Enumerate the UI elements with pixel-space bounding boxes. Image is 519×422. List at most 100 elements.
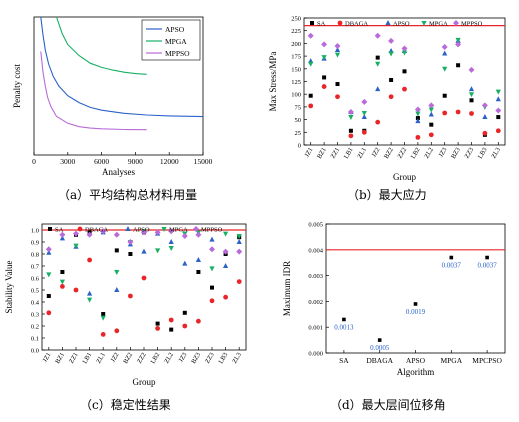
point-apso (375, 86, 381, 92)
point-sa (210, 285, 214, 290)
caption-a: （a）平均结构总材料用量 (58, 188, 198, 202)
x-tick-label: ZL1 (95, 352, 107, 365)
point-sa (415, 116, 420, 121)
legend-marker-mppso (453, 20, 459, 26)
point-dbaga (155, 326, 161, 331)
x-axis-label: Group (393, 172, 416, 182)
y-tick-label: 0.6 (31, 276, 40, 283)
point-dbaga (308, 103, 314, 109)
legend-marker-dbaga (77, 226, 83, 232)
x-axis-label: Group (133, 377, 156, 387)
point-mppso (127, 239, 134, 245)
legend-label-mppso: MPPSO (461, 21, 483, 28)
chart-max-stress: 0 25 50 75 100 125 150 175 200 225 250 JZ1 BZ1 ZZ1 LB1… (268, 16, 506, 182)
point-dbaga (73, 287, 79, 293)
legend-label-apso: APSO (133, 227, 150, 234)
x-tick-label: ZL3 (490, 147, 502, 160)
point-mpga (415, 111, 421, 117)
x-axis-label: Analyses (102, 167, 135, 177)
point-mpga (495, 89, 501, 95)
point-dbaga (60, 284, 65, 289)
point-sa (375, 55, 380, 60)
point-mppso (388, 37, 395, 44)
series-line-mpga (55, 16, 147, 75)
panel-c-stability: 0.0 0.1 0.2 0.3 0.4 0.5 0.6 0.7 0.8 0.9 1.0 JZ1 BZ1 Z… (0, 207, 260, 417)
point-idr (377, 338, 382, 342)
point-sa (46, 294, 51, 298)
point-mppso (321, 41, 328, 48)
legend-label-mpga: MPGA (169, 227, 188, 234)
y-tick-label: 0.004 (308, 247, 323, 254)
point-apso (114, 287, 120, 292)
y-tick-label: 0.000 (308, 351, 323, 358)
point-dbaga (375, 119, 381, 125)
y-tick-label: 125 (291, 79, 301, 86)
x-tick-label: ZZ3 (464, 147, 476, 160)
point-dbaga (402, 86, 407, 92)
legend-label-sa: SA (55, 227, 64, 234)
series-line-apso (40, 16, 204, 118)
point-sa (308, 93, 313, 98)
y-tick-label: 0.2 (31, 324, 39, 331)
point-mppso (495, 107, 502, 114)
point-dbaga (428, 132, 434, 138)
legend-label-apso: APSO (393, 21, 410, 28)
point-idr (485, 255, 489, 260)
x-tick-label: JZ2 (370, 147, 381, 159)
legend-marker-mpga (161, 227, 167, 232)
x-tick-label: BZ3 (450, 147, 462, 161)
point-mppso (347, 108, 354, 115)
point-dbaga (348, 133, 354, 139)
series-line-mppso (40, 51, 147, 131)
point-mpga (155, 248, 161, 254)
legend-marker-sa (48, 227, 52, 231)
legend-marker-dbaga (337, 20, 343, 26)
y-tick-label: 225 (291, 28, 301, 35)
plot-frame (325, 223, 506, 354)
point-sa (402, 69, 407, 74)
y-tick-label: 0.005 (308, 222, 323, 229)
point-dbaga (196, 318, 201, 324)
point-apso (495, 96, 501, 102)
data-label: 0.0019 (406, 308, 426, 316)
point-sa (155, 321, 160, 326)
y-tick-label: 75 (295, 104, 302, 111)
y-tick-label: 0.002 (308, 299, 323, 306)
point-idr (342, 317, 346, 322)
legend-label-dbaga: DBAGA (345, 21, 368, 28)
x-tick-label: BZ3 (190, 352, 202, 366)
point-mpga (209, 266, 215, 272)
plot-frame (33, 16, 204, 156)
x-tick-label: ZL2 (163, 352, 175, 365)
point-mppso (113, 231, 120, 238)
point-dbaga (495, 128, 501, 134)
chart-max-idr: 0.000 0.001 0.002 0.003 0.004 0.005 SA DBAGA APS… (282, 222, 506, 377)
point-dbaga (442, 110, 448, 116)
point-mpga (455, 37, 461, 43)
x-tick-label: MPCPSO (472, 356, 502, 365)
point-sa (196, 270, 201, 274)
point-sa (469, 98, 474, 103)
legend-label-dbaga: DBAGA (85, 227, 108, 234)
panel-a-penalty-cost: 0 3000 6000 9000 12000 15000 Analyses Penalty c… (0, 0, 260, 205)
point-mppso (59, 231, 66, 238)
point-idr (413, 302, 418, 306)
point-mppso (441, 43, 448, 50)
point-mppso (334, 42, 341, 49)
point-mpga (468, 92, 475, 98)
point-sa (169, 327, 174, 332)
point-mpga (168, 246, 174, 251)
legend-marker-mpga (421, 21, 427, 26)
y-tick-label: 1.0 (31, 228, 39, 235)
x-tick-label: 12000 (160, 157, 179, 166)
point-mppso (86, 231, 93, 238)
point-apso (482, 114, 488, 120)
point-dbaga (114, 328, 120, 334)
y-tick-label: 0.4 (31, 300, 40, 307)
point-apso (59, 235, 65, 241)
point-apso (428, 111, 434, 117)
point-dbaga (87, 257, 92, 263)
point-mpga (388, 51, 394, 57)
x-tick-label: MPGA (440, 356, 462, 365)
y-axis-label: Penalty cost (12, 64, 22, 108)
